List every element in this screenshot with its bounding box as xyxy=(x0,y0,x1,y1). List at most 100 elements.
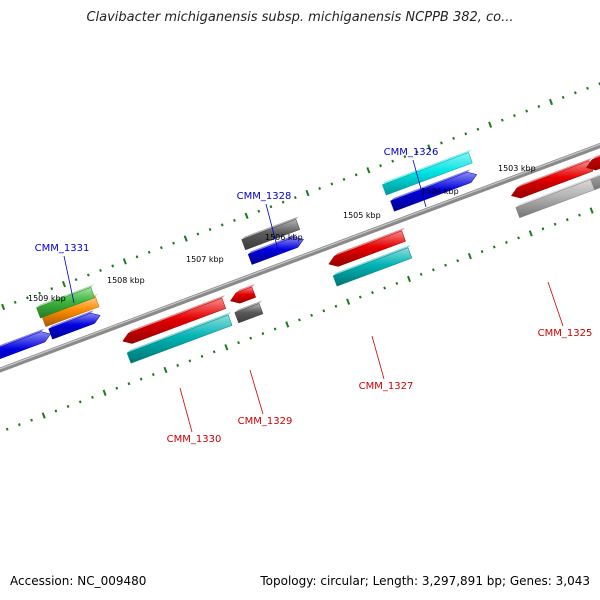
lower-tick xyxy=(431,268,435,272)
upper-tick xyxy=(196,232,200,236)
feature-cmm1325-shadow-top xyxy=(515,174,599,208)
lower-tick xyxy=(151,373,155,377)
feature-grey-edge xyxy=(590,175,600,191)
scale-tick-label: 1504 kbp xyxy=(421,187,459,196)
upper-tick xyxy=(573,91,577,95)
feature-cmm1330-top xyxy=(128,295,225,334)
upper-tick xyxy=(281,200,285,204)
lower-tick xyxy=(371,291,374,295)
feature-cmm1327-shadow-top xyxy=(333,244,412,276)
leader-line xyxy=(63,255,75,304)
lower-tick xyxy=(78,400,82,404)
feature-cmm1325-top xyxy=(516,157,593,188)
scale-tick-label: 1508 kbp xyxy=(107,276,145,285)
feature-cmm1329-top xyxy=(235,283,255,293)
lower-tick xyxy=(492,245,496,249)
upper-tick xyxy=(366,167,371,174)
gene-label-cmm-1331: CMM_1331 xyxy=(35,243,90,254)
upper-tick xyxy=(122,258,127,265)
lower-tick xyxy=(54,409,58,413)
lower-tick xyxy=(419,272,423,276)
upper-tick xyxy=(561,95,565,99)
upper-tick xyxy=(160,246,163,250)
scale-tick-labels: 1503 kbp 1504 kbp 1505 kbp 1506 kbp 1507 kbp… xyxy=(28,164,536,303)
lower-tick xyxy=(102,389,107,396)
lower-tick xyxy=(480,250,484,254)
lower-tick xyxy=(322,309,326,313)
upper-tick xyxy=(440,141,443,145)
upper-tick xyxy=(586,86,589,90)
lower-tick xyxy=(444,263,447,267)
scale-tick-label: 1505 kbp xyxy=(343,211,381,220)
feature-blue-2-top xyxy=(48,310,94,329)
lower-tick xyxy=(358,295,362,299)
feature-cmm1326-shadow-top xyxy=(382,149,472,185)
gene-features[interactable] xyxy=(0,132,600,371)
scale-tick-label: 1509 kbp xyxy=(28,294,66,303)
lower-tick xyxy=(115,386,119,390)
topology-text: Topology: circular; Length: 3,297,891 bp… xyxy=(260,574,590,588)
feature-blue-1-top xyxy=(0,328,45,348)
lower-tick xyxy=(261,332,265,336)
map-title: Clavibacter michiganensis subsp. michiga… xyxy=(86,10,514,25)
feature-cmm1325 xyxy=(510,160,594,199)
lower-tick xyxy=(200,354,204,358)
upper-tick xyxy=(74,278,78,282)
lower-tick xyxy=(273,327,277,331)
feature-cmm1326-top xyxy=(390,169,471,201)
upper-tick xyxy=(305,189,310,197)
feature-cmm1329-shadow xyxy=(234,303,264,324)
lower-tick xyxy=(224,344,229,351)
feature-cmm1329-shadow-top xyxy=(234,300,263,313)
lower-tick xyxy=(66,404,70,408)
upper-tick xyxy=(500,118,504,122)
feature-cmm1327-shadow xyxy=(332,247,413,287)
upper-tick xyxy=(86,273,90,277)
feature-cmm1327 xyxy=(328,230,406,267)
upper-tick xyxy=(50,287,54,291)
feature-green-top xyxy=(36,284,94,308)
upper-tick xyxy=(38,291,41,295)
upper-tick xyxy=(244,212,249,219)
upper-tick xyxy=(415,150,419,154)
lower-tick xyxy=(298,318,301,322)
upper-tick xyxy=(391,159,395,163)
feature-grey-upper xyxy=(241,218,301,251)
gene-label-cmm-1328: CMM_1328 xyxy=(237,191,292,202)
upper-tick xyxy=(61,280,66,288)
lower-tick xyxy=(18,423,21,427)
leader-line xyxy=(249,369,264,415)
scale-ticks xyxy=(1,82,600,431)
lower-tick xyxy=(456,259,460,263)
lower-tick xyxy=(553,222,557,226)
lower-tick xyxy=(589,207,594,214)
upper-tick xyxy=(111,264,115,268)
upper-tick xyxy=(257,209,261,213)
lower-tick xyxy=(212,350,216,354)
lower-tick xyxy=(249,336,253,340)
gene-label-cmm-1327: CMM_1327 xyxy=(359,381,414,392)
upper-tick xyxy=(233,218,236,222)
lower-tick xyxy=(41,412,46,419)
gene-label-cmm-1329: CMM_1329 xyxy=(238,416,293,427)
gene-label-cmm-1330: CMM_1330 xyxy=(167,434,222,445)
upper-tick xyxy=(183,235,188,242)
leader-line xyxy=(371,335,385,380)
lower-tick xyxy=(346,298,351,305)
lower-tick xyxy=(565,218,569,222)
lower-tick xyxy=(517,236,520,240)
upper-tick xyxy=(1,303,6,311)
upper-tick xyxy=(537,104,541,109)
upper-tick xyxy=(330,182,334,186)
lower-tick xyxy=(395,281,399,285)
feature-green xyxy=(36,287,96,319)
feature-blue-2 xyxy=(48,312,101,340)
scale-tick-label: 1506 kbp xyxy=(265,233,303,242)
upper-tick xyxy=(342,177,346,181)
gene-labels[interactable]: CMM_1331 CMM_1328 CMM_1326 CMM_1330 CMM_1329… xyxy=(35,147,593,445)
gene-label-cmm-1325: CMM_1325 xyxy=(538,328,593,339)
upper-tick xyxy=(172,241,175,245)
lower-tick xyxy=(285,321,290,328)
lower-tick xyxy=(310,313,313,317)
